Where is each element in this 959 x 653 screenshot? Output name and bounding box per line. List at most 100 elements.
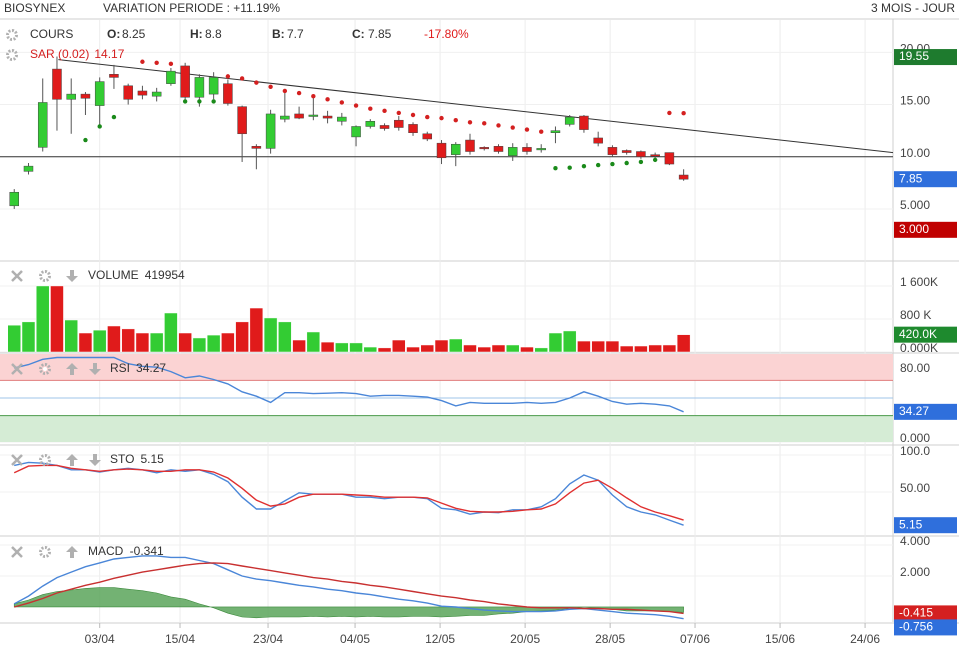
- candle-body: [507, 147, 518, 156]
- settings-icon[interactable]: [6, 49, 18, 61]
- close-icon[interactable]: [11, 270, 23, 282]
- volume-bar: [135, 332, 150, 353]
- candle-body: [379, 125, 390, 129]
- settings-icon[interactable]: [39, 546, 51, 558]
- candle-body: [351, 126, 361, 138]
- price-marker-label: 19.55: [899, 49, 929, 63]
- close-icon[interactable]: [11, 454, 23, 466]
- candle-body: [550, 130, 561, 133]
- settings-icon[interactable]: [39, 270, 51, 282]
- move-down-icon[interactable]: [89, 454, 101, 466]
- indicator-line: [14, 356, 684, 413]
- sar-dot: [510, 125, 515, 130]
- trend-line: [58, 59, 894, 154]
- volume-bar: [505, 344, 520, 353]
- legend-name: COURS: [30, 27, 73, 41]
- y-tick-label: 0.000: [900, 431, 930, 445]
- candle-body: [23, 165, 34, 172]
- move-up-icon[interactable]: [66, 363, 78, 375]
- candle-body: [678, 174, 689, 180]
- legend-name: MACD: [88, 544, 124, 558]
- sar-dot: [254, 80, 259, 85]
- close-icon[interactable]: [11, 546, 23, 558]
- volume-bar: [149, 332, 164, 353]
- volume-bar: [320, 341, 335, 353]
- close-icon[interactable]: [11, 363, 23, 375]
- candle-body: [394, 119, 404, 128]
- sar-dot: [168, 61, 174, 67]
- y-tick-label: 5.000: [900, 198, 930, 212]
- sar-dot: [140, 59, 145, 64]
- x-tick-label: 28/05: [595, 632, 625, 646]
- candle-body: [322, 115, 333, 119]
- candle-body: [9, 191, 19, 207]
- y-tick-label: 2.000: [900, 565, 930, 579]
- move-down-icon[interactable]: [66, 270, 78, 282]
- volume-bar: [534, 347, 548, 353]
- candle-body: [66, 93, 76, 100]
- sar-dot: [111, 114, 117, 120]
- volume-bar: [449, 338, 463, 353]
- move-up-icon[interactable]: [66, 454, 78, 466]
- price-marker: [894, 605, 957, 622]
- volume-bar: [50, 285, 64, 353]
- volume-bar: [64, 319, 78, 353]
- candle-body: [365, 121, 376, 127]
- sar-dot: [425, 114, 430, 120]
- x-tick-label: 07/06: [680, 632, 710, 646]
- volume-bar: [676, 334, 691, 353]
- volume-bar: [221, 332, 235, 353]
- sar-dot: [539, 129, 544, 134]
- volume-bar: [648, 344, 662, 353]
- volume-bar: [335, 342, 349, 353]
- settings-icon[interactable]: [39, 363, 51, 375]
- sar-dot: [567, 165, 572, 170]
- sar-dot: [382, 108, 387, 114]
- price-marker: [894, 49, 957, 66]
- settings-icon[interactable]: [6, 29, 18, 41]
- y-tick-label: 100.0: [900, 444, 930, 458]
- volume-bar: [619, 345, 634, 353]
- candle-body: [123, 85, 133, 100]
- macd-line: [13, 555, 684, 620]
- sar-value: 14.17: [94, 47, 124, 61]
- candle-body: [650, 154, 660, 157]
- candle-body: [621, 150, 632, 153]
- x-tick-label: 24/06: [850, 632, 880, 646]
- sar-dot: [467, 120, 473, 125]
- sar-dot: [681, 111, 686, 116]
- candle-body: [536, 148, 546, 151]
- sar-dot: [638, 159, 644, 165]
- price-marker-label: 5.15: [899, 517, 923, 531]
- sar-dot: [268, 84, 273, 90]
- sar-dot: [496, 123, 501, 128]
- settings-icon-core: [43, 274, 47, 278]
- volume-bar: [178, 332, 192, 353]
- ohlc-value: 8.8: [205, 27, 222, 41]
- price-marker: [894, 171, 957, 188]
- volume-bar: [548, 332, 563, 353]
- sar-name: SAR (0.02): [30, 47, 89, 61]
- sar-dot: [595, 162, 601, 168]
- volume-bar: [434, 339, 449, 353]
- move-down-icon[interactable]: [89, 363, 101, 375]
- settings-icon-core: [43, 367, 47, 371]
- sar-dot: [482, 121, 487, 126]
- sar-dot: [282, 88, 288, 94]
- x-tick-label: 12/05: [425, 632, 455, 646]
- ohlc-value: 7.7: [287, 27, 304, 41]
- candle-body: [564, 116, 575, 125]
- candle-body: [607, 147, 618, 155]
- period-selector[interactable]: 3 MOIS - JOUR: [871, 1, 955, 15]
- volume-bar: [420, 344, 435, 353]
- settings-icon[interactable]: [39, 454, 51, 466]
- volume-bar: [21, 321, 36, 353]
- y-tick-label: 80.00: [900, 361, 930, 375]
- ohlc-label: B:: [272, 27, 285, 41]
- price-marker-label: 3.000: [899, 222, 929, 236]
- candle-body: [52, 68, 62, 100]
- candle-body: [451, 143, 461, 155]
- sar-dot: [296, 90, 302, 96]
- sar-dot: [225, 74, 231, 79]
- move-up-icon[interactable]: [66, 546, 78, 558]
